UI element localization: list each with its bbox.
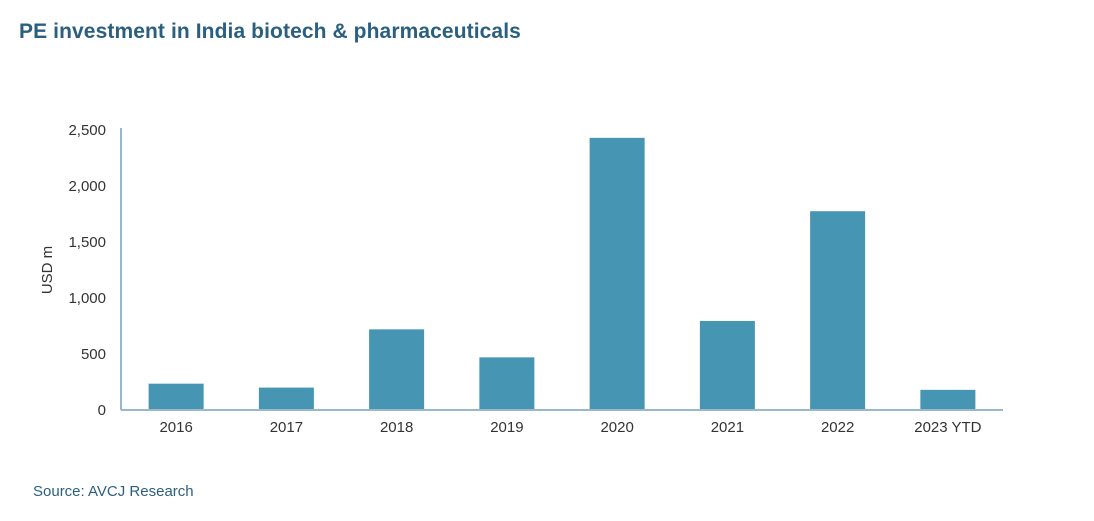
bar-2017 [258, 387, 314, 410]
source-note: Source: AVCJ Research [33, 483, 194, 500]
y-tick-label: 2,500 [68, 122, 106, 139]
y-tick-label: 1,500 [68, 234, 106, 251]
bar-2018 [369, 329, 425, 410]
x-axis-ticks: 2016 2017 2018 2019 2020 2021 2022 2023 YTD [159, 419, 981, 436]
x-tick-label: 2023 YTD [914, 419, 981, 436]
x-tick-label: 2017 [270, 419, 303, 436]
y-tick-label: 2,000 [68, 178, 106, 195]
chart-title: PE investment in India biotech & pharmac… [19, 20, 521, 43]
x-tick-label: 2022 [821, 419, 854, 436]
bar-2022 [810, 211, 866, 410]
bar-2023-ytd [920, 389, 976, 410]
bar-2020 [589, 137, 645, 410]
x-tick-label: 2019 [490, 419, 523, 436]
bar-2021 [699, 320, 755, 410]
x-tick-label: 2020 [600, 419, 633, 436]
x-tick-label: 2018 [380, 419, 413, 436]
bar-2019 [479, 357, 535, 410]
x-tick-label: 2021 [711, 419, 744, 436]
y-tick-label: 0 [98, 402, 106, 419]
y-axis-title: USD m [39, 246, 56, 294]
y-tick-label: 500 [81, 346, 106, 363]
x-tick-label: 2016 [159, 419, 192, 436]
y-axis-ticks: 0 500 1,000 1,500 2,000 2,500 [68, 122, 106, 419]
bars [148, 137, 976, 410]
bar-2016 [148, 383, 204, 410]
y-tick-label: 1,000 [68, 290, 106, 307]
